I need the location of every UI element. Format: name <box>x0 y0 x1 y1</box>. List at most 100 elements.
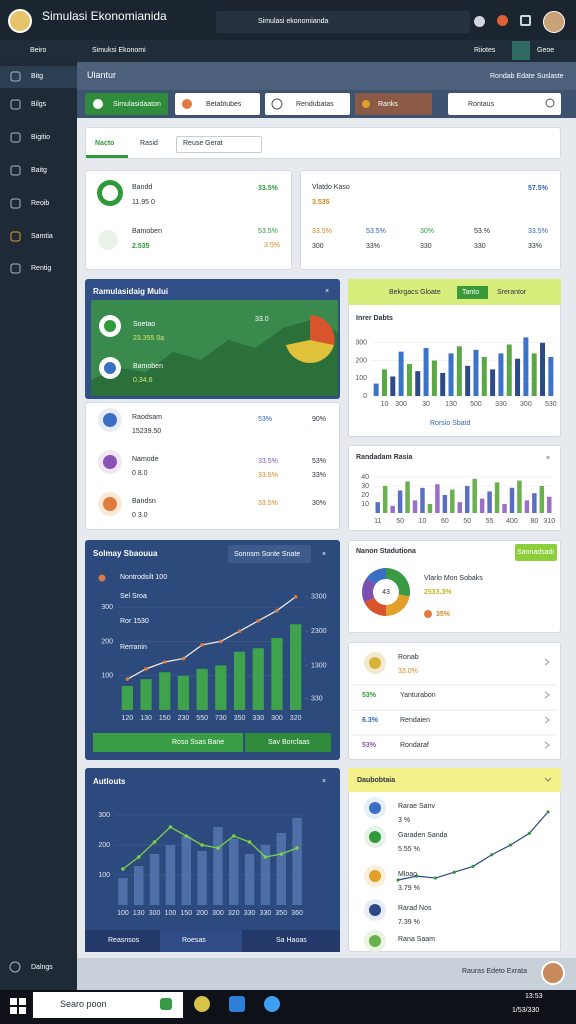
line <box>127 596 297 680</box>
footer-text[interactable]: Rauras Edeto Exrata <box>462 968 527 975</box>
button-text[interactable]: Ranks <box>378 101 398 108</box>
summary-cell: 33% <box>366 243 381 250</box>
bar <box>149 854 160 905</box>
button-text[interactable]: Rendubatas <box>296 101 334 108</box>
bar <box>490 369 496 396</box>
search-text[interactable]: Searo poon <box>60 999 107 1009</box>
kpi-pct: 53.5% <box>258 228 278 235</box>
tab[interactable]: Roesas <box>182 937 206 944</box>
avatar <box>541 961 565 985</box>
chart-annotation: Rerranin <box>120 644 147 651</box>
button[interactable] <box>93 733 243 752</box>
dropdown[interactable] <box>176 136 262 153</box>
item-value: 15239.50 <box>132 428 162 435</box>
button[interactable] <box>355 93 432 115</box>
button-text[interactable]: Roso Ssas Bane <box>172 739 225 746</box>
summary-cell: 33.5% <box>528 228 548 235</box>
menu-item[interactable]: Beiro <box>30 47 47 54</box>
icon <box>102 185 118 201</box>
taskbar-app[interactable] <box>194 996 210 1012</box>
search-text[interactable]: Simulasi ekonomianda <box>258 18 329 25</box>
y-tick-label: 300 <box>101 604 113 611</box>
bar <box>196 668 208 710</box>
taskbar-app[interactable] <box>229 996 245 1012</box>
summary-cell: 330 <box>474 243 486 250</box>
menu-item[interactable]: Simuksi Ekonomi <box>92 47 146 54</box>
bar <box>548 356 554 396</box>
item-sub: 33.0% <box>398 668 418 675</box>
icon <box>182 99 192 109</box>
item-value: 0 3.0 <box>132 512 148 519</box>
search-input[interactable] <box>448 93 561 115</box>
chart-annotation: Ror 1530 <box>120 618 149 625</box>
button[interactable] <box>515 544 557 561</box>
tab[interactable]: Sa Haoas <box>276 937 307 944</box>
icon[interactable] <box>474 16 485 27</box>
notification-icon[interactable] <box>497 15 508 26</box>
item-value: 0 8.0 <box>132 470 148 477</box>
sidebar-item[interactable]: Bigitio <box>31 134 51 141</box>
tab[interactable]: Reasnsos <box>108 937 140 944</box>
menu-item[interactable]: Riiotes <box>474 47 496 54</box>
chart-title: Randadam Rasia <box>356 454 413 461</box>
tab[interactable]: Reuse Gerat <box>183 140 223 147</box>
taskbar-search[interactable] <box>33 992 183 1018</box>
stat-label: Vlarlo Mon Sobaks <box>424 575 483 582</box>
sidebar-item[interactable]: Baitg <box>31 167 47 174</box>
user-avatar[interactable] <box>543 11 565 33</box>
button[interactable] <box>245 733 331 752</box>
x-tick-label: 100 <box>117 910 129 917</box>
bar <box>427 504 433 513</box>
line-point <box>162 660 167 664</box>
y-tick-label: 300 <box>355 340 367 347</box>
sidebar-item[interactable]: Bitg <box>31 73 44 80</box>
sidebar-item[interactable]: Rentig <box>31 265 52 272</box>
button[interactable] <box>228 545 311 563</box>
sidebar-item[interactable]: Samtia <box>31 233 53 240</box>
taskbar-app[interactable] <box>264 996 280 1012</box>
button-text[interactable]: Sannadsadi <box>517 549 554 556</box>
chip-text[interactable]: Tanto <box>462 289 480 296</box>
y-tick-label: 10 <box>361 501 369 508</box>
y2-tick-label: 1300 <box>311 662 327 669</box>
tab-active[interactable] <box>160 930 242 952</box>
menu-item[interactable]: Geoe <box>537 47 555 54</box>
button[interactable] <box>175 93 260 115</box>
search-text[interactable]: Rontaus <box>468 101 495 108</box>
button-text[interactable]: Sav Borcfaas <box>268 739 310 746</box>
item-name: Mloao <box>398 871 418 878</box>
bar <box>276 833 286 905</box>
sidebar-icon <box>10 231 21 242</box>
button[interactable] <box>85 93 168 115</box>
line-point <box>256 619 261 623</box>
bar <box>290 624 302 710</box>
button-text[interactable]: Betabtubes <box>206 101 242 108</box>
start-button[interactable] <box>10 998 26 1014</box>
summary-cell: 33% <box>528 243 543 250</box>
icon <box>545 98 555 108</box>
button-text[interactable]: Sonnsm Sonte Snate <box>234 551 301 558</box>
bar <box>540 342 546 396</box>
bar <box>435 484 440 513</box>
menu-bar <box>0 40 576 62</box>
chart-title: Autlouts <box>93 777 126 786</box>
sidebar-item[interactable]: Bilgs <box>31 101 47 108</box>
search-box[interactable] <box>216 11 470 33</box>
item-sub: 3 % <box>398 817 411 824</box>
x-tick-label: 50 <box>396 518 404 525</box>
sidebar-item[interactable]: Reoib <box>31 200 50 207</box>
tab[interactable]: Rasid <box>140 140 158 147</box>
sidebar-item[interactable]: Dalngs <box>31 964 53 971</box>
header-text[interactable]: Srerantor <box>497 289 527 296</box>
tab[interactable]: Nacto <box>95 140 115 147</box>
calendar-icon[interactable] <box>520 15 531 26</box>
bar <box>165 845 176 905</box>
x-tick-label: 330 <box>260 910 272 917</box>
header-link[interactable]: Rondab Edate Suslaste <box>490 73 564 80</box>
button[interactable] <box>265 93 350 115</box>
x-tick-label: 130 <box>445 401 457 408</box>
chart-footer[interactable]: Rorsio Sbatd <box>430 420 471 427</box>
chip[interactable] <box>457 286 488 299</box>
bar <box>423 348 429 396</box>
button-text[interactable]: Simulasidaaton <box>113 101 161 108</box>
